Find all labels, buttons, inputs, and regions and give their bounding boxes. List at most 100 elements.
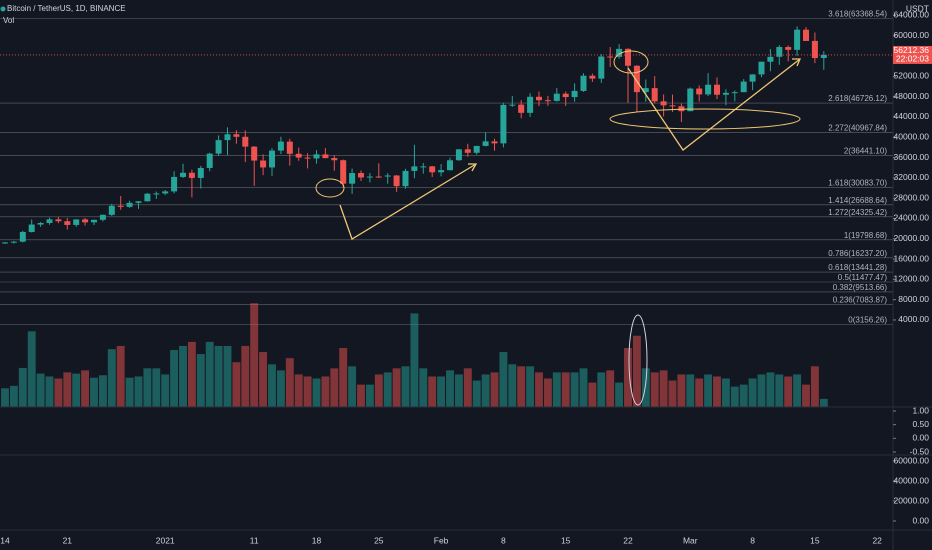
volume-label: Vol bbox=[3, 16, 14, 25]
trend-arrow bbox=[627, 58, 801, 151]
candle-body bbox=[562, 93, 569, 98]
volume-bar bbox=[526, 366, 535, 407]
volume-bar bbox=[63, 372, 72, 407]
candle-body bbox=[188, 172, 195, 178]
candle-body bbox=[678, 106, 685, 112]
volume-bar bbox=[472, 380, 481, 407]
candle-body bbox=[55, 219, 62, 222]
volume-layer bbox=[1, 303, 828, 407]
x-tick-label: 25 bbox=[374, 535, 384, 545]
fib-label: 2.618(46726.12) bbox=[828, 94, 887, 103]
candle-body bbox=[393, 175, 400, 187]
candle-body bbox=[438, 170, 445, 173]
candle-body bbox=[91, 219, 97, 223]
volume-bar bbox=[98, 375, 107, 407]
candle-body bbox=[82, 219, 89, 223]
candle-body bbox=[455, 149, 462, 161]
candle-body bbox=[536, 96, 542, 101]
volume-bar bbox=[410, 313, 419, 407]
volume-bar bbox=[561, 372, 570, 407]
volume-bar bbox=[739, 384, 748, 407]
candle-body bbox=[803, 29, 809, 41]
candle-body bbox=[171, 176, 178, 192]
fib-label: 0.382(9513.66) bbox=[833, 283, 888, 292]
volume-bar bbox=[259, 352, 268, 407]
candle-body bbox=[19, 231, 26, 242]
x-tick-label: 14 bbox=[0, 535, 10, 545]
volume-bar bbox=[757, 374, 766, 407]
volume-bar bbox=[819, 398, 828, 407]
candle-body bbox=[571, 90, 578, 98]
fib-label: 1.414(26688.64) bbox=[828, 196, 887, 205]
fib-label: 0.236(7083.87) bbox=[833, 295, 888, 304]
volume-bar bbox=[303, 376, 312, 407]
candle-body bbox=[10, 241, 17, 243]
candle-body bbox=[420, 166, 427, 168]
candle-body bbox=[206, 153, 213, 168]
y-tick-label: 16000.00 bbox=[894, 253, 930, 263]
volume-bar bbox=[27, 331, 36, 407]
candle-body bbox=[277, 141, 284, 151]
candle-body bbox=[482, 141, 489, 146]
y-tick-label: 40000.00 bbox=[894, 131, 930, 141]
volume-bar bbox=[579, 368, 588, 407]
candle-body bbox=[313, 154, 320, 159]
fib-label: 1(19798.68) bbox=[844, 231, 887, 240]
y-tick-label: 48000.00 bbox=[894, 91, 930, 101]
volume-bar bbox=[775, 374, 784, 407]
volume-bar bbox=[552, 372, 561, 407]
candle-body bbox=[776, 47, 783, 57]
volume-bar bbox=[677, 374, 686, 407]
candle-body bbox=[269, 150, 275, 168]
candle-body bbox=[162, 191, 169, 194]
highlight-ellipse bbox=[628, 314, 648, 406]
candle-body bbox=[304, 157, 311, 159]
volume-bar bbox=[54, 378, 63, 407]
candle-body bbox=[651, 88, 658, 102]
volume-bar bbox=[454, 374, 463, 407]
fib-label: 0.786(16237.20) bbox=[828, 249, 887, 258]
y-tick-label: 44000.00 bbox=[894, 111, 930, 121]
candle-body bbox=[402, 170, 409, 187]
y-tick-label: -0.50 bbox=[910, 446, 930, 456]
volume-bar bbox=[668, 380, 677, 407]
volume-bar bbox=[1, 388, 9, 407]
volume-bar bbox=[543, 378, 552, 407]
candle-body bbox=[349, 173, 356, 184]
candle-body bbox=[749, 74, 756, 82]
volume-bar bbox=[392, 368, 401, 407]
volume-bar bbox=[641, 368, 650, 407]
candle-body bbox=[37, 222, 44, 225]
x-tick-label: 8 bbox=[501, 535, 506, 545]
candle-body bbox=[820, 54, 827, 59]
candle-body bbox=[286, 141, 293, 154]
x-tick-label: 22 bbox=[872, 535, 882, 545]
volume-bar bbox=[730, 386, 739, 407]
volume-bar bbox=[624, 347, 632, 407]
candle-body bbox=[696, 88, 703, 95]
volume-bar bbox=[232, 362, 241, 407]
volume-bar bbox=[339, 347, 348, 407]
volume-bar bbox=[276, 370, 285, 407]
highlight-ellipse bbox=[609, 108, 801, 130]
volume-bar bbox=[170, 350, 179, 407]
y-tick-label: 0.00 bbox=[912, 433, 929, 443]
candle-body bbox=[633, 65, 640, 93]
volume-bar bbox=[481, 374, 490, 407]
volume-bar bbox=[36, 373, 45, 407]
candle-body bbox=[64, 221, 71, 225]
fib-label: 0.618(13441.28) bbox=[828, 263, 887, 272]
volume-bar bbox=[490, 372, 499, 407]
volume-bar bbox=[588, 382, 597, 407]
volume-bar bbox=[615, 382, 624, 407]
candle-body bbox=[794, 29, 801, 50]
y-tick-label: 40000.00 bbox=[894, 475, 930, 485]
candle-body bbox=[758, 61, 765, 75]
candle-body bbox=[500, 104, 507, 144]
trend-arrow bbox=[339, 163, 477, 240]
x-tick-label: 15 bbox=[810, 535, 820, 545]
volume-bar bbox=[268, 364, 276, 407]
fib-label: 0.5(11477.47) bbox=[838, 273, 888, 282]
candle-body bbox=[99, 214, 106, 220]
candle-body bbox=[527, 96, 534, 113]
